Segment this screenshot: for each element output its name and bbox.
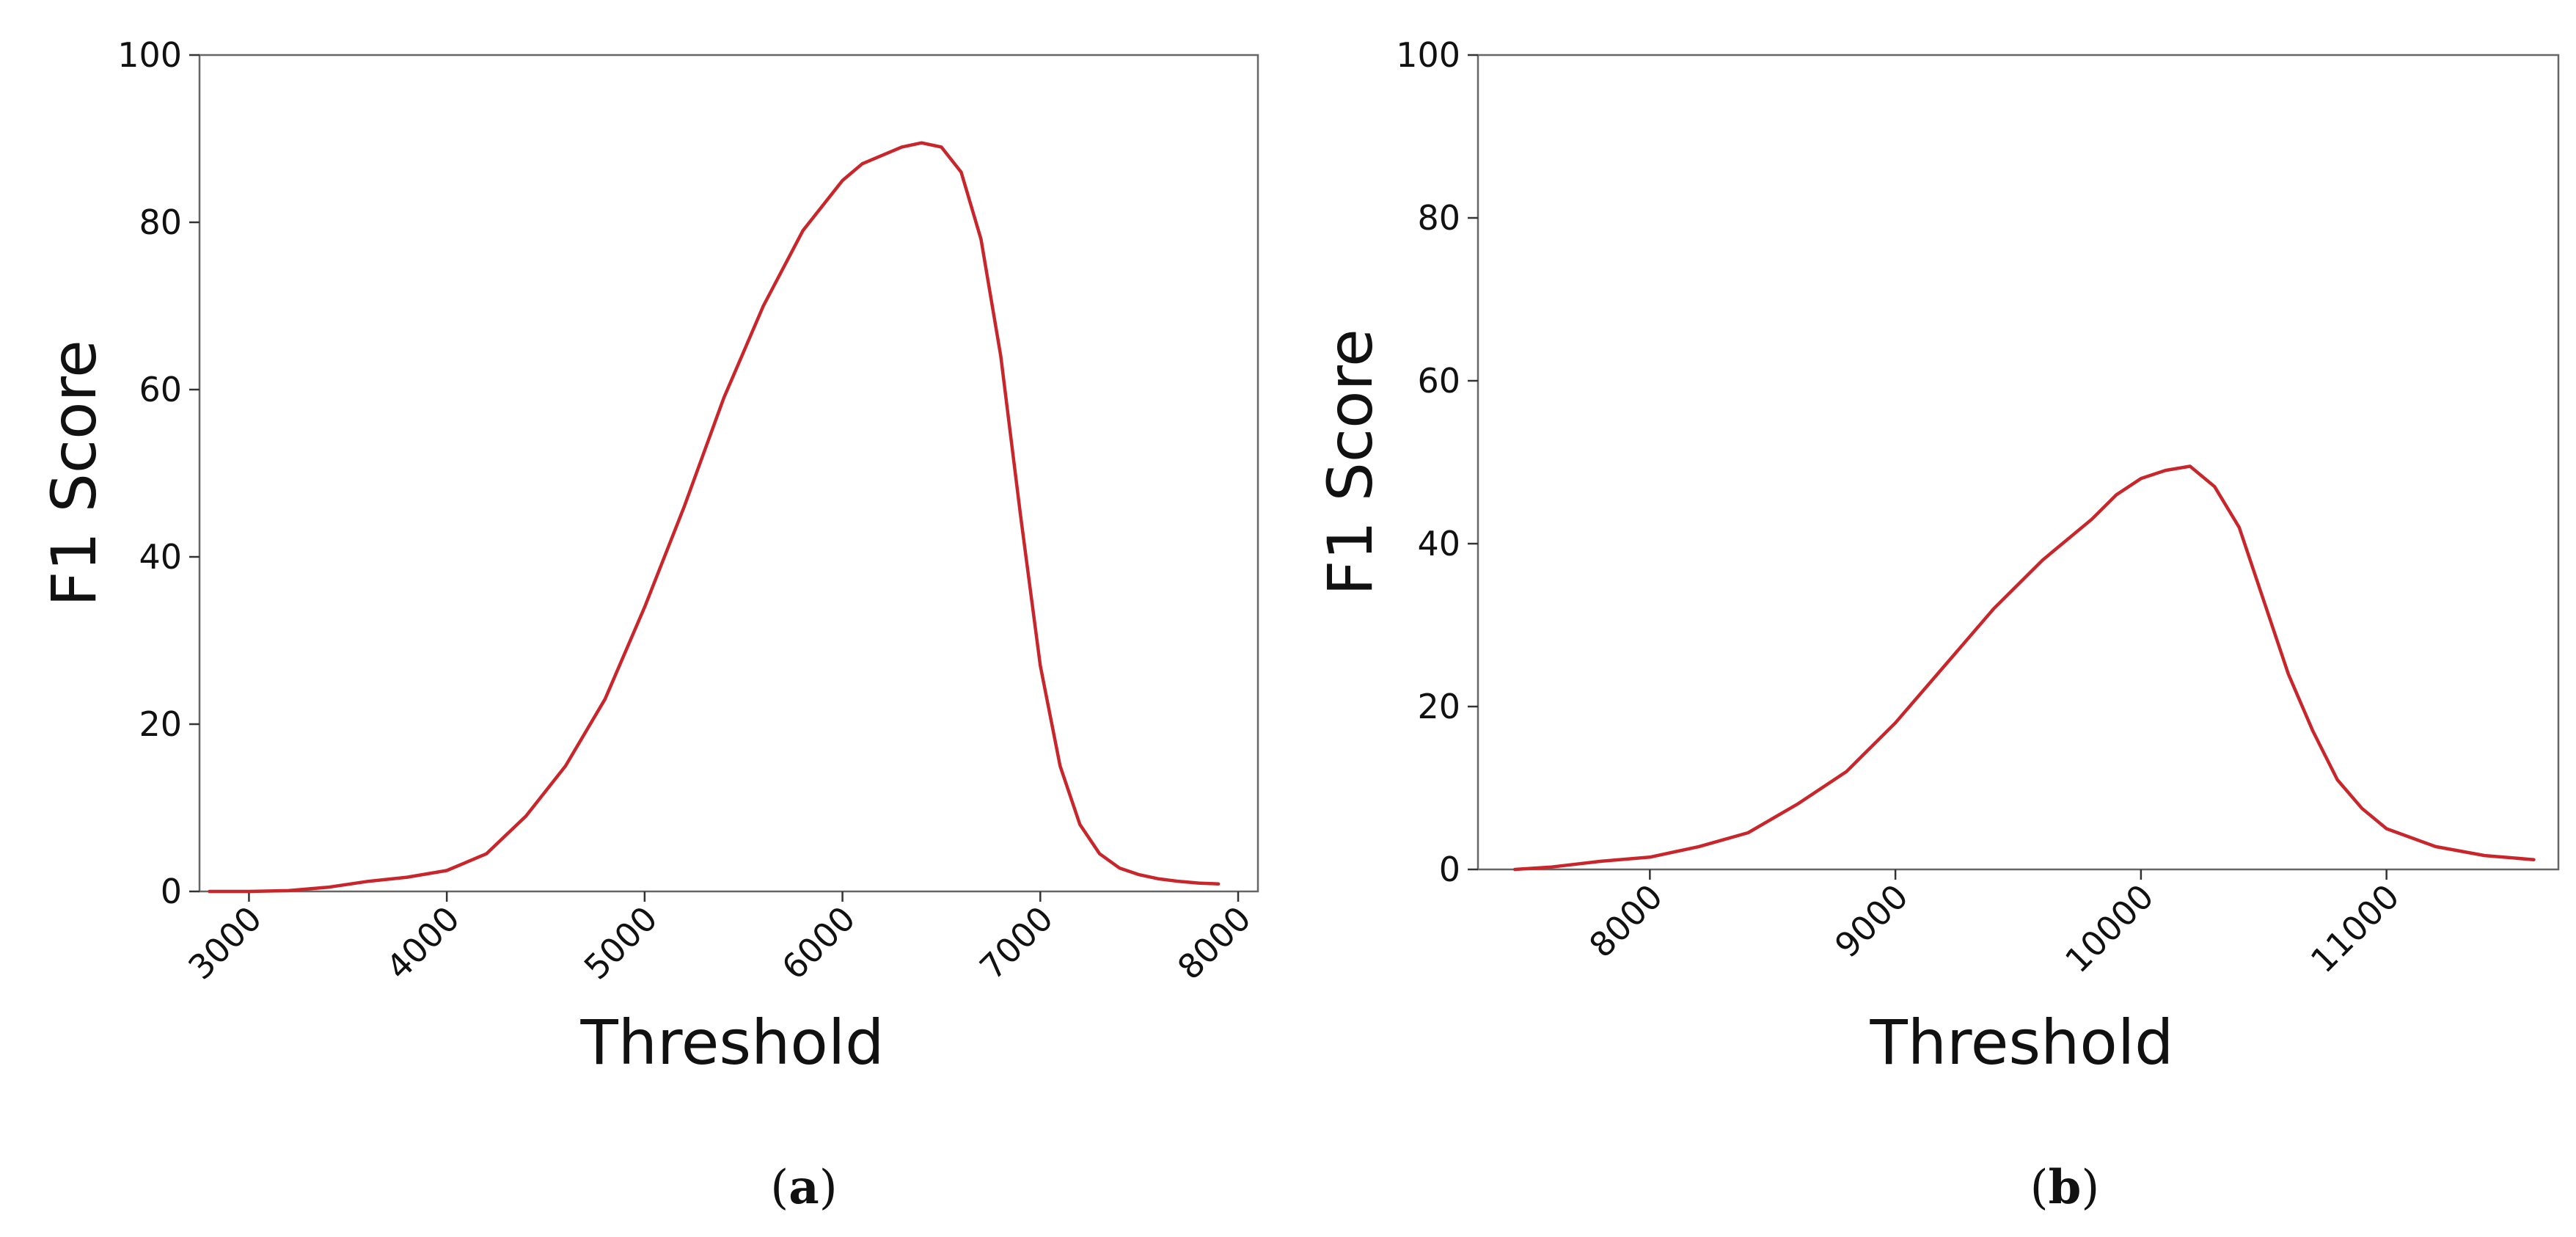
y-tick-label: 100 (1396, 35, 1460, 75)
y-tick-label: 40 (139, 537, 182, 577)
caption-open-paren: ( (770, 1161, 788, 1215)
y-tick-label: 20 (1417, 687, 1460, 726)
y-tick-label: 0 (1439, 850, 1460, 889)
y-tick-label: 20 (139, 704, 182, 744)
x-tick-label: 3000 (180, 899, 269, 988)
x-tick-label: 8000 (1170, 899, 1259, 988)
plot-area-frame (198, 54, 1259, 893)
caption-open-paren: ( (2030, 1161, 2049, 1215)
x-tick-label: 5000 (577, 899, 665, 988)
caption-close-paren: ) (819, 1161, 838, 1215)
panel-caption: (a) (770, 1160, 837, 1215)
x-tick-label: 9000 (1827, 877, 1916, 966)
x-tick-label: 7000 (972, 899, 1061, 988)
plot-area-frame (1477, 54, 2560, 871)
y-tick-label: 80 (139, 202, 182, 242)
x-tick-label: 11000 (2303, 877, 2407, 981)
x-tick-label: 6000 (774, 899, 863, 988)
y-axis-label: F1 Score (1314, 329, 1386, 596)
x-axis-label: Threshold (1870, 1007, 2174, 1079)
caption-letter: b (2049, 1160, 2082, 1215)
x-tick-label: 4000 (378, 899, 467, 988)
x-tick-label: 8000 (1581, 877, 1670, 966)
series-line-0 (1512, 464, 2536, 872)
caption-close-paren: ) (2081, 1161, 2099, 1215)
y-tick-label: 60 (139, 370, 182, 409)
y-tick-label: 0 (161, 872, 182, 911)
y-tick-label: 40 (1417, 524, 1460, 563)
y-tick-label: 60 (1417, 361, 1460, 401)
series-line-0 (208, 141, 1221, 894)
chart-panel-b: 0 20 40 60 80 100 8000 9000 10000 11000 Threshold F… (1314, 35, 2560, 1215)
chart-panel-a: 0 20 40 60 80 100 3000 4000 5000 6000 7000 8000 Thre… (38, 35, 1259, 1215)
caption-letter: a (788, 1160, 819, 1215)
x-tick-label: 10000 (2057, 877, 2162, 981)
y-axis-label: F1 Score (38, 340, 110, 607)
y-tick-label: 100 (117, 35, 182, 75)
panel-caption: (b) (2030, 1160, 2100, 1215)
y-tick-label: 80 (1417, 198, 1460, 238)
x-axis-label: Threshold (580, 1007, 885, 1079)
